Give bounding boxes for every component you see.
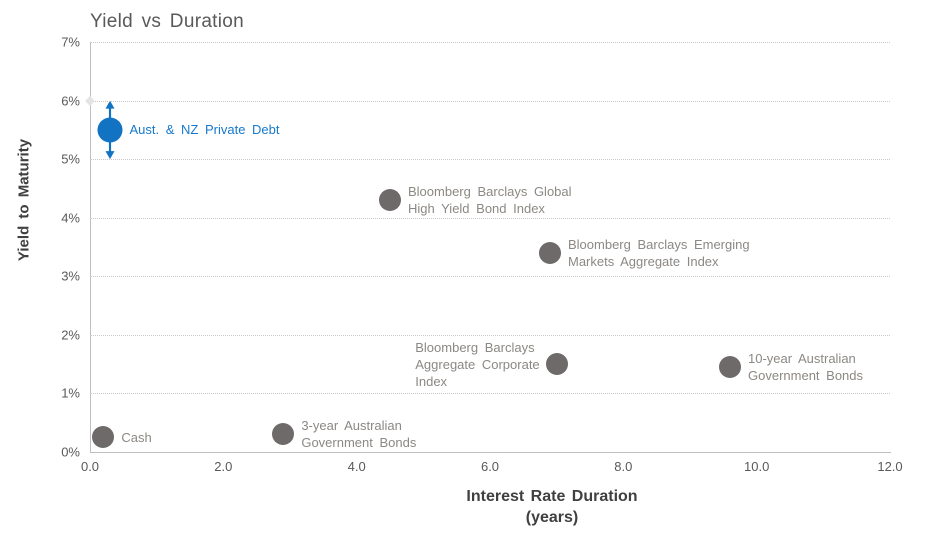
- x-tick-label: 6.0: [480, 459, 500, 474]
- y-tick-label: 3%: [61, 268, 80, 284]
- data-label-line: 3-year Australian: [301, 418, 402, 434]
- data-label-line: 10-year Australian: [748, 351, 856, 367]
- gridline-3pct: [90, 276, 890, 278]
- x-axis-title-unit: (years): [525, 509, 579, 526]
- data-label-line: Bloomberg Barclays: [415, 339, 535, 355]
- y-tick-label: 0%: [61, 444, 80, 460]
- data-point-10-year-australian-government-bonds: [719, 356, 741, 379]
- plot-area: [90, 42, 891, 453]
- x-tick-label: 12.0: [877, 459, 903, 474]
- data-label-line: Government Bonds: [748, 368, 864, 384]
- data-point-bloomberg-barclays-global-high-yield-bond-index: [379, 189, 401, 212]
- data-label-line: Markets Aggregate Index: [568, 253, 719, 269]
- data-point-bloomberg-barclays-emerging-markets-aggregate-index: [539, 241, 561, 264]
- y-tick-label: 1%: [61, 385, 80, 401]
- y-tick-label: 4%: [61, 210, 80, 226]
- data-label-line: Aggregate Corporate: [415, 356, 540, 372]
- data-point-cash: [92, 426, 115, 449]
- data-label-line: Aust. & NZ Private Debt: [129, 122, 280, 138]
- x-tick-label: 10.0: [744, 459, 770, 474]
- y-tick-label: 6%: [61, 93, 80, 109]
- gridline-4pct: [90, 217, 890, 219]
- gridline-1pct: [90, 393, 890, 395]
- data-label-line: Bloomberg Barclays Global: [408, 184, 572, 200]
- data-label-line: Bloomberg Barclays Emerging: [568, 236, 750, 252]
- gridline-2pct: [90, 334, 890, 336]
- x-axis-title: Interest Rate Duration (years): [402, 486, 702, 528]
- x-tick-label: 2.0: [214, 459, 233, 474]
- data-label-line: High Yield Bond Index: [408, 201, 545, 217]
- data-point-bloomberg-barclays-aggregate-corporate-index: [545, 353, 568, 376]
- data-label-3-year-australian-government-bonds: 3-year Australian Government Bonds: [301, 417, 416, 451]
- data-label-10-year-australian-government-bonds: 10-year Australian Government Bonds: [748, 350, 863, 384]
- x-axis-title-text: Interest Rate Duration: [466, 488, 638, 505]
- gridline-5pct: [90, 159, 890, 161]
- data-point-aust-nz-private-debt: [97, 117, 123, 143]
- data-point-3-year-australian-government-bonds: [272, 423, 295, 446]
- data-label-bloomberg-barclays-aggregate-corporate-index: Bloomberg Barclays Aggregate Corporate Ind…: [415, 339, 539, 390]
- data-label-line: Index: [415, 373, 448, 389]
- y-tick-label: 2%: [61, 327, 80, 343]
- gridline-7pct: [90, 42, 890, 43]
- data-label-line: Government Bonds: [301, 435, 417, 451]
- y-tick-label: 5%: [61, 151, 80, 167]
- x-tick-label: 4.0: [347, 459, 366, 474]
- data-label-line: Cash: [121, 429, 152, 445]
- data-label-cash: Cash: [121, 429, 151, 446]
- y-tick-label: 7%: [61, 34, 80, 50]
- x-tick-label: 8.0: [614, 459, 633, 474]
- data-label-bloomberg-barclays-emerging-markets-aggregate-index: Bloomberg Barclays Emerging Markets Aggre…: [568, 236, 750, 270]
- x-tick-label: 0.0: [80, 459, 100, 474]
- data-label-aust-nz-private-debt: Aust. & NZ Private Debt: [130, 121, 280, 138]
- chart-title: Yield vs Duration: [90, 11, 245, 32]
- data-label-bloomberg-barclays-global-high-yield-bond-index: Bloomberg Barclays Global High Yield Bond…: [408, 183, 572, 217]
- gridline-6pct: [90, 100, 890, 102]
